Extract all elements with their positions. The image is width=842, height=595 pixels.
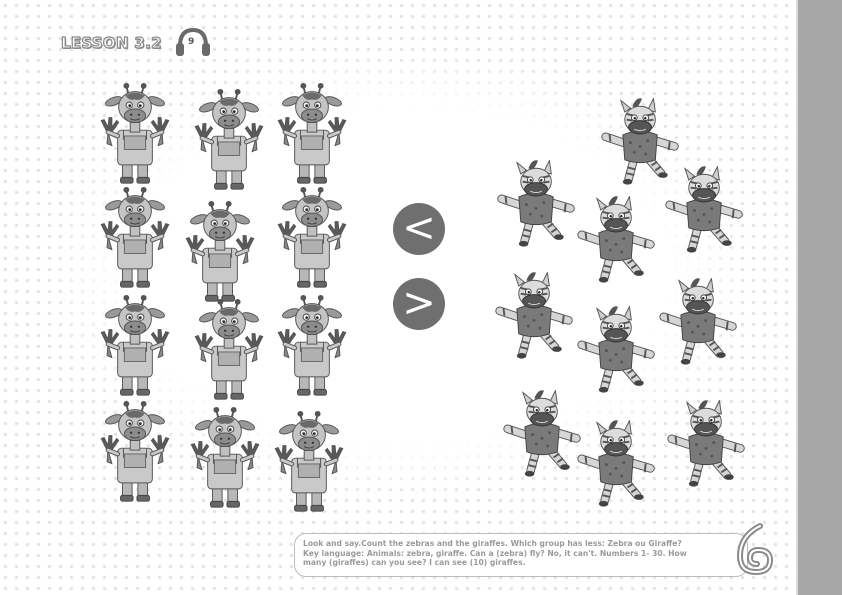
instruction-line: Key language: Animals: zebra, giraffe. C… xyxy=(303,548,687,558)
page-edge-line xyxy=(796,0,798,595)
giraffe-illustration xyxy=(96,400,174,506)
zebra-illustration xyxy=(664,400,750,492)
greater-than-symbol[interactable]: > xyxy=(393,278,445,330)
giraffe-illustration xyxy=(190,298,268,404)
giraffe-illustration xyxy=(270,410,348,516)
zebra-illustration xyxy=(574,306,660,398)
swirl-logo-icon xyxy=(736,523,774,576)
less-than-symbol[interactable]: < xyxy=(393,203,445,255)
page-side-bar xyxy=(798,0,842,595)
zebra-illustration xyxy=(574,420,660,512)
giraffe-illustration xyxy=(181,200,259,306)
instructions-box: Look and say.Count the zebras and the gi… xyxy=(294,533,748,577)
giraffe-illustration xyxy=(273,82,351,188)
zebra-illustration xyxy=(492,272,578,364)
zebra-illustration xyxy=(662,166,748,258)
zebra-illustration xyxy=(494,160,580,252)
giraffe-illustration xyxy=(190,88,268,194)
giraffe-illustration xyxy=(96,294,174,400)
audio-track-number: 9 xyxy=(188,37,195,47)
zebra-illustration xyxy=(656,278,742,370)
giraffe-illustration xyxy=(96,186,174,292)
background-fade xyxy=(60,60,740,490)
instruction-line: many (giraffes) can you see? I can see (… xyxy=(303,558,526,567)
zebra-illustration xyxy=(574,196,660,288)
giraffe-illustration xyxy=(96,82,174,188)
instruction-line: Look and say.Count the zebras and the gi… xyxy=(303,539,682,548)
lesson-title: LESSON 3.2 xyxy=(60,33,162,52)
giraffe-illustration xyxy=(186,406,264,512)
giraffe-illustration xyxy=(273,186,351,292)
giraffe-illustration xyxy=(273,294,351,400)
headphones-icon[interactable]: 9 xyxy=(174,26,212,58)
